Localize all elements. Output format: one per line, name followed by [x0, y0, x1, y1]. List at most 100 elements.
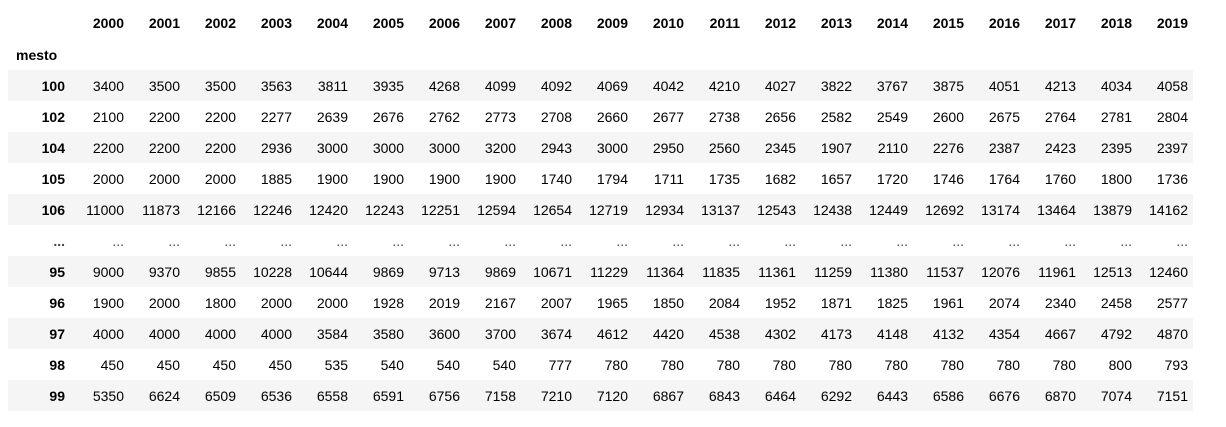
table-cell: 7074 — [1100, 387, 1132, 404]
row-index-label: 105 — [41, 170, 65, 187]
table-cell: 11873 — [142, 201, 180, 218]
row-index-label: 99 — [49, 387, 65, 404]
table-cell: 2000 — [204, 170, 236, 187]
table-cell: ... — [616, 232, 628, 249]
table-cell: ... — [280, 232, 292, 249]
table-cell: 4027 — [764, 77, 796, 94]
table-cell: 3600 — [428, 325, 460, 342]
table-cell: 3767 — [876, 77, 908, 94]
table-cell: 1900 — [372, 170, 404, 187]
table-cell: 4213 — [1044, 77, 1076, 94]
table-cell: 2560 — [708, 139, 740, 156]
table-cell: 12449 — [869, 201, 908, 218]
row-index-label: 104 — [41, 139, 65, 156]
table-cell: 1736 — [1156, 170, 1188, 187]
column-header-2005: 2005 — [372, 15, 404, 31]
table-cell: 3500 — [204, 77, 236, 94]
table-cell: 2000 — [148, 170, 180, 187]
table-cell: 2943 — [540, 139, 572, 156]
table-cell: ... — [1008, 232, 1020, 249]
dataframe-table: 2000 2001 2002 2003 2004 2005 2006 2007 2008 2009… — [8, 6, 1193, 411]
table-cell: 1764 — [988, 170, 1020, 187]
table-cell: 2762 — [428, 108, 460, 125]
table-cell: 12251 — [421, 201, 460, 218]
table-cell: 4132 — [932, 325, 964, 342]
table-cell: 3700 — [484, 325, 516, 342]
table-cell: 1800 — [1100, 170, 1132, 187]
table-cell: 12934 — [645, 201, 684, 218]
table-cell: 4667 — [1044, 325, 1076, 342]
table-cell: 2677 — [652, 108, 684, 125]
table-row: 104 2200 2200 2200 2936 3000 3000 3000 3200 2943 3… — [8, 132, 1193, 163]
table-cell: 793 — [1164, 356, 1188, 373]
index-name-row: mesto — [8, 40, 1193, 70]
table-cell: 14162 — [1149, 201, 1188, 218]
table-row: 102 2100 2200 2200 2277 2639 2676 2762 2773 2708 2… — [8, 101, 1193, 132]
table-cell: 6586 — [932, 387, 964, 404]
table-cell: 11361 — [758, 263, 796, 280]
table-cell: 4034 — [1100, 77, 1132, 94]
index-row-spacer — [913, 40, 969, 70]
table-cell: 2000 — [92, 170, 124, 187]
table-cell: 2639 — [316, 108, 348, 125]
table-cell: 2007 — [540, 294, 572, 311]
table-cell: 3000 — [316, 139, 348, 156]
table-cell: 2781 — [1100, 108, 1132, 125]
table-cell: 12543 — [757, 201, 796, 218]
table-cell: 2549 — [876, 108, 908, 125]
table-cell: 4420 — [652, 325, 684, 342]
table-cell: 2708 — [540, 108, 572, 125]
table-cell: 2000 — [316, 294, 348, 311]
table-cell: 4173 — [820, 325, 852, 342]
table-cell: 11364 — [646, 263, 684, 280]
table-cell: 2200 — [204, 139, 236, 156]
table-cell: 2167 — [484, 294, 516, 311]
column-header-2019: 2019 — [1156, 15, 1188, 31]
table-cell: 780 — [996, 356, 1020, 373]
table-cell: 3000 — [428, 139, 460, 156]
table-cell: 2950 — [652, 139, 684, 156]
table-cell: 780 — [828, 356, 852, 373]
table-cell: 7151 — [1156, 387, 1188, 404]
table-cell: 3580 — [372, 325, 404, 342]
table-cell: 12513 — [1093, 263, 1132, 280]
column-header-2010: 2010 — [652, 15, 684, 31]
table-cell: 2100 — [92, 108, 124, 125]
table-cell: 4792 — [1100, 325, 1132, 342]
index-row-spacer — [745, 40, 801, 70]
table-cell: 2200 — [148, 139, 180, 156]
table-cell: 4000 — [148, 325, 180, 342]
row-index-label: 98 — [49, 356, 65, 373]
table-cell: 2200 — [92, 139, 124, 156]
table-cell: 4042 — [652, 77, 684, 94]
table-cell: 11229 — [590, 263, 628, 280]
row-index-label: 100 — [41, 77, 65, 94]
table-row: 96 1900 2000 1800 2000 2000 1928 2019 2167 2007 19… — [8, 287, 1193, 318]
table-cell: 1900 — [484, 170, 516, 187]
column-header-2002: 2002 — [204, 15, 236, 31]
table-cell: 7120 — [596, 387, 628, 404]
index-row-spacer — [689, 40, 745, 70]
table-cell: 6867 — [652, 387, 684, 404]
table-cell: ... — [168, 232, 180, 249]
table-cell: 3584 — [316, 325, 348, 342]
table-cell: 6676 — [988, 387, 1020, 404]
corner-cell — [8, 6, 73, 40]
table-cell: 1900 — [316, 170, 348, 187]
table-cell: 540 — [436, 356, 460, 373]
table-cell: 777 — [548, 356, 572, 373]
index-row-spacer — [465, 40, 521, 70]
table-cell: 13464 — [1037, 201, 1076, 218]
table-cell: 780 — [716, 356, 740, 373]
table-row: 98 450 450 450 450 535 540 540 540 777 780 780 780 78… — [8, 349, 1193, 380]
table-cell: 9370 — [148, 263, 180, 280]
table-cell: ... — [1176, 232, 1188, 249]
table-cell: 1682 — [764, 170, 796, 187]
column-header-2016: 2016 — [988, 15, 1020, 31]
index-row-spacer — [129, 40, 185, 70]
table-cell: 450 — [100, 356, 124, 373]
table-cell: ... — [560, 232, 572, 249]
table-cell: 6509 — [204, 387, 236, 404]
table-cell: 1907 — [820, 139, 852, 156]
column-header-2004: 2004 — [316, 15, 348, 31]
